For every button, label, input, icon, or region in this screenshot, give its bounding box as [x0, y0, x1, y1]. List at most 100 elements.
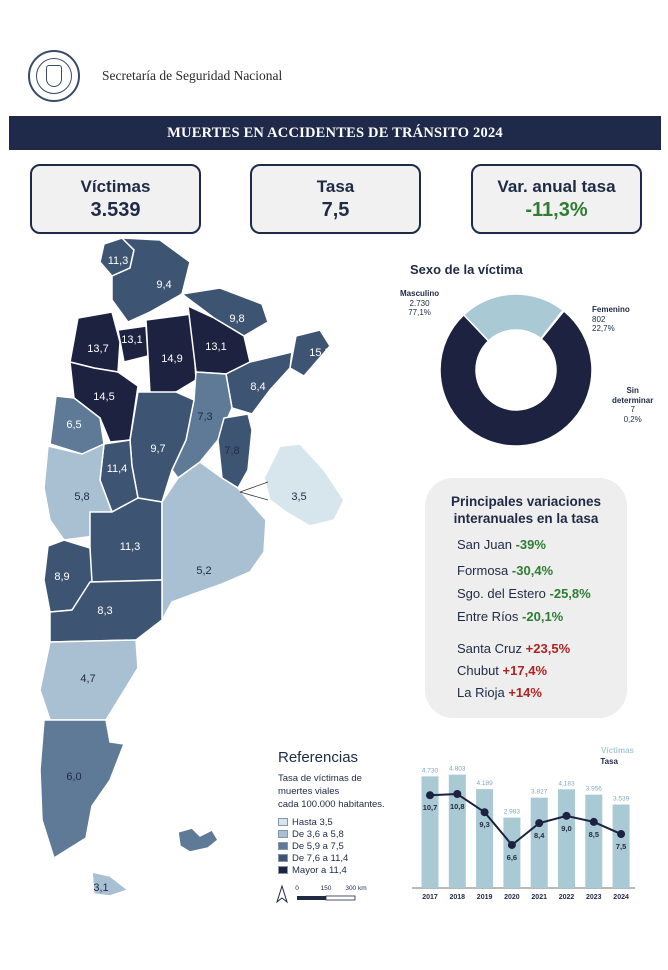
- tasa-point-label: 6,6: [507, 853, 517, 862]
- legend-item: De 5,9 a 7,5: [278, 840, 348, 852]
- donut-label-femenino: Femenino 802 22,7%: [592, 305, 630, 334]
- label-chaco: 13,1: [205, 341, 226, 353]
- argentina-map: 11,3 9,4 9,8 13,7 13,1 14,9 13,1 15,5 14…: [39, 237, 345, 897]
- legend-item: Hasta 3,5: [278, 816, 348, 828]
- label-tucuman: 13,1: [121, 334, 142, 346]
- tasa-point: [507, 840, 516, 849]
- victimas-bar: [585, 794, 603, 888]
- province-entrerios[interactable]: [217, 413, 253, 490]
- donut-slice-masculino: [439, 309, 593, 447]
- scale-bar: 0 150 300 km: [276, 884, 367, 904]
- legend: Hasta 3,5 De 3,6 a 5,8 De 5,9 a 7,5 De 7…: [278, 816, 348, 876]
- tasa-line: [429, 792, 622, 847]
- variations-title: Principales variaciones interanuales en …: [450, 494, 602, 526]
- legend-swatch: [278, 818, 288, 826]
- kpi-tasa-value: 7,5: [321, 198, 350, 221]
- province-buenosaires[interactable]: [161, 461, 267, 623]
- variation-row: Formosa -30,4%: [457, 563, 554, 578]
- donut-slice-sin-determinar: [539, 309, 565, 340]
- tasa-point-label: 7,5: [616, 842, 626, 851]
- label-neuquen: 8,9: [54, 571, 69, 583]
- page-title: MUERTES EN ACCIDENTES DE TRÁNSITO 2024: [9, 116, 661, 150]
- variation-row: Chubut +17,4%: [457, 663, 547, 678]
- sex-donut-chart: [439, 293, 593, 447]
- tasa-point-label: 10,8: [450, 802, 465, 811]
- province-caba[interactable]: [263, 443, 345, 527]
- year-tick-label: 2017: [422, 894, 438, 901]
- victimas-bar-label: 4.730: [422, 767, 439, 774]
- label-santafe: 7,3: [197, 411, 212, 423]
- kpi-tasa-label: Tasa: [316, 176, 355, 196]
- north-arrow-icon: [276, 884, 288, 904]
- kpi-victimas-value: 3.539: [90, 198, 141, 221]
- tasa-point-label: 8,5: [589, 830, 599, 839]
- victimas-bar-label: 2.983: [504, 809, 521, 816]
- kpi-var-card: Var. anual tasa -11,3%: [471, 164, 642, 234]
- year-tick-label: 2019: [477, 894, 493, 901]
- victimas-tasa-chart: Víctimas Tasa 4.730 2017 4.803 2018 4.189 201…: [412, 746, 635, 901]
- year-tick-label: 2023: [586, 894, 602, 901]
- label-entrerios: 7,8: [224, 445, 239, 457]
- kpi-tasa-card: Tasa 7,5: [250, 164, 421, 234]
- agency-name: Secretaría de Seguridad Nacional: [102, 68, 283, 83]
- label-mendoza: 5,8: [74, 491, 89, 503]
- victimas-bar: [612, 804, 630, 888]
- tasa-point: [426, 791, 434, 800]
- label-misiones: 15,5: [309, 347, 330, 359]
- tasa-point: [480, 808, 489, 817]
- label-formosa: 9,8: [229, 313, 244, 325]
- argentina-seal-icon: [28, 50, 80, 102]
- kpi-victimas-label: Víctimas: [80, 176, 151, 196]
- variation-row: Santa Cruz +23,5%: [457, 641, 571, 656]
- legend-swatch: [278, 854, 288, 862]
- tasa-point-label: 9,0: [561, 824, 571, 833]
- label-corrientes: 8,4: [250, 381, 265, 393]
- variation-row: La Rioja +14%: [457, 685, 542, 700]
- tasa-point-label: 10,7: [423, 803, 438, 812]
- label-santacruz: 6,0: [66, 771, 81, 783]
- victimas-bar: [558, 789, 575, 888]
- caba-callout-line: [239, 481, 269, 501]
- label-sanluis: 11,4: [107, 463, 128, 475]
- label-jujuy: 11,3: [108, 255, 129, 267]
- variation-row: San Juan -39%: [457, 537, 546, 552]
- province-catamarca[interactable]: [69, 311, 121, 373]
- label-buenosaires: 5,2: [196, 565, 211, 577]
- legend-item: De 7,6 a 11,4: [278, 852, 348, 864]
- year-tick-label: 2022: [559, 894, 575, 901]
- victimas-bar-label: 4.189: [476, 780, 493, 787]
- victimas-bar-label: 4.183: [558, 780, 575, 787]
- province-tdf[interactable]: [91, 871, 130, 897]
- tasa-point-label: 8,4: [534, 831, 545, 840]
- victimas-bar: [421, 776, 439, 888]
- province-chubut[interactable]: [39, 639, 139, 721]
- label-sanjuan: 6,5: [66, 419, 81, 431]
- label-tdf: 3,1: [93, 882, 108, 894]
- tasa-point: [535, 819, 544, 828]
- variations-card: Principales variaciones interanuales en …: [425, 478, 627, 718]
- tasa-point: [617, 830, 626, 839]
- scale-label-150: 150: [321, 885, 332, 892]
- province-santacruz[interactable]: [39, 719, 126, 860]
- chart-legend-victimas: Víctimas: [601, 746, 634, 755]
- victimas-bar-label: 3.539: [613, 795, 630, 802]
- references-description: Tasa de víctimas de muertes viales cada …: [278, 773, 385, 810]
- legend-item: Mayor a 11,4: [278, 864, 348, 876]
- kpi-var-label: Var. anual tasa: [497, 176, 616, 196]
- legend-swatch: [278, 830, 288, 838]
- scale-label-0: 0: [295, 885, 299, 892]
- malvinas-islands: [177, 827, 219, 853]
- label-catamarca: 13,7: [87, 343, 108, 355]
- legend-item: De 3,6 a 5,8: [278, 828, 348, 840]
- kpi-var-value: -11,3%: [525, 198, 588, 221]
- province-salta[interactable]: [111, 237, 191, 323]
- legend-swatch: [278, 842, 288, 850]
- label-cordoba: 9,7: [150, 443, 165, 455]
- year-tick-label: 2020: [504, 894, 520, 901]
- province-corrientes[interactable]: [225, 351, 293, 415]
- year-tick-label: 2024: [613, 894, 629, 901]
- header: Secretaría de Seguridad Nacional: [28, 50, 282, 102]
- label-sgo: 14,9: [161, 353, 182, 365]
- victimas-bar: [448, 774, 466, 888]
- tasa-point: [589, 817, 598, 826]
